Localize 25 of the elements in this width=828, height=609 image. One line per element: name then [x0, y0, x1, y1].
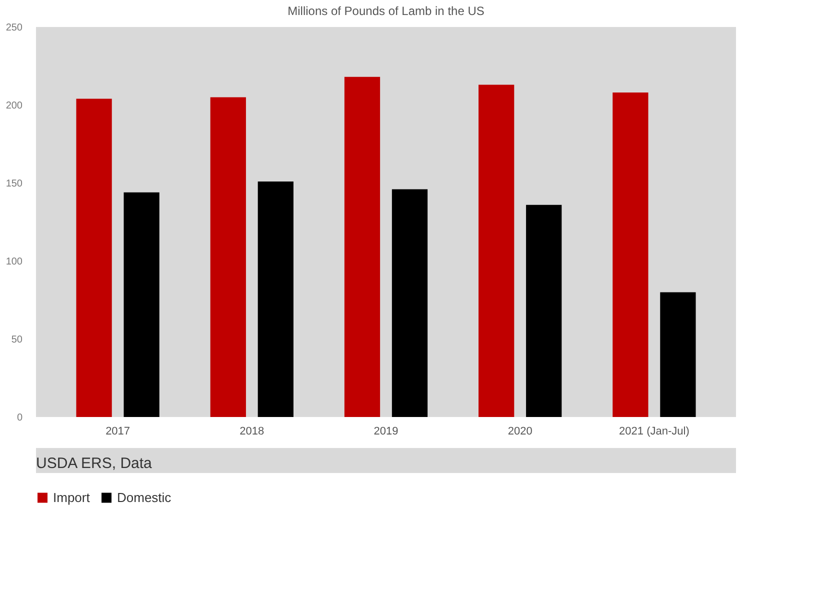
- bar: [76, 98, 112, 417]
- bar: [612, 92, 648, 417]
- x-tick-label: 2018: [240, 426, 264, 438]
- bar: [660, 292, 696, 417]
- legend-label: Domestic: [117, 490, 172, 505]
- x-tick-label: 2020: [508, 426, 532, 438]
- bar: [124, 192, 160, 417]
- bar: [526, 204, 562, 417]
- y-tick-label: 150: [6, 178, 23, 190]
- y-tick-label: 100: [6, 256, 23, 268]
- text: USDA ERS, Data: [36, 455, 153, 472]
- y-tick-label: 250: [6, 22, 23, 34]
- bar: [392, 189, 428, 417]
- x-tick-label: 2017: [106, 426, 130, 438]
- bar: [258, 181, 294, 417]
- bar: [210, 97, 246, 417]
- y-tick-label: 200: [6, 100, 23, 112]
- bar: [344, 76, 380, 417]
- x-tick-label: 2021 (Jan-Jul): [619, 426, 690, 438]
- y-tick-label: 50: [11, 334, 23, 346]
- y-tick-label: 0: [16, 412, 23, 424]
- chart-title: Millions of Pounds of Lamb in the US: [288, 4, 484, 18]
- legend-label: Import: [53, 490, 90, 505]
- bar: [478, 84, 514, 417]
- x-tick-label: 2019: [374, 426, 398, 438]
